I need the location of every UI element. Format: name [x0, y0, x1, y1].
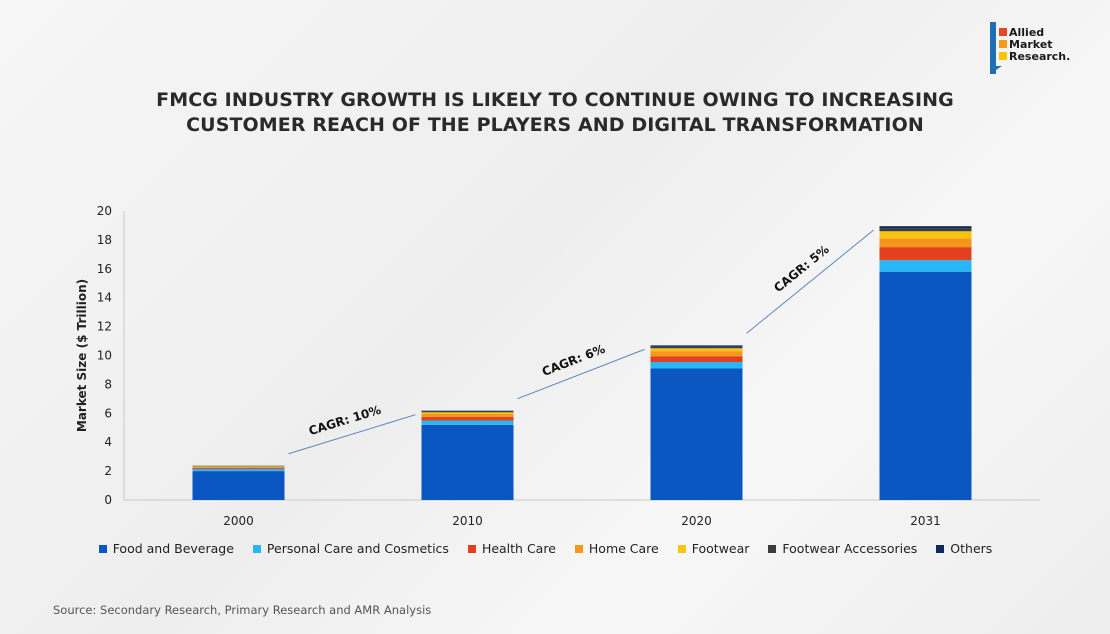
bar-segment-2020-others [650, 345, 743, 347]
bar-segment-2010-home-care [421, 414, 514, 417]
legend-swatch [252, 544, 261, 553]
logo-text-allied: Allied [1009, 26, 1045, 39]
cagr-line-1 [288, 414, 416, 455]
y-tick-label: 16 [97, 262, 112, 276]
legend-item-footwear: Footwear [677, 541, 750, 556]
bar-segment-2020-footwear-accessories [650, 346, 743, 349]
legend-item-footwear-accessories: Footwear Accessories [768, 541, 917, 556]
bar-segment-2031-footwear-accessories [879, 228, 972, 232]
bar-segment-2010-others [421, 410, 514, 412]
x-tick-label-2000: 2000 [223, 514, 254, 528]
legend-item-personal-care-and-cosmetics: Personal Care and Cosmetics [252, 541, 449, 556]
legend-swatch [467, 544, 476, 553]
cagr-label-1: CAGR: 10% [307, 403, 383, 438]
legend-swatch [936, 544, 945, 553]
legend-item-food-and-beverage: Food and Beverage [98, 541, 234, 556]
legend-label: Footwear Accessories [782, 541, 918, 556]
bar-segment-2010-footwear-accessories [421, 411, 514, 413]
bar-segment-2010-footwear [421, 412, 514, 415]
y-tick-label: 0 [104, 493, 112, 507]
y-tick-label: 10 [97, 349, 112, 363]
bar-segment-2020-health-care [650, 356, 743, 363]
y-tick-label: 2 [104, 464, 112, 478]
bar-segment-2031-food-and-beverage [879, 271, 972, 500]
legend-label: Home Care [588, 541, 659, 556]
logo-text-market: Market [1009, 38, 1053, 51]
bar-segment-2031-footwear [879, 231, 972, 239]
x-tick-label-2031: 2031 [910, 514, 941, 528]
bar-segment-2031-personal-care-and-cosmetics [879, 260, 972, 272]
bar-segment-2000-personal-care-and-cosmetics [192, 468, 285, 472]
bar-segment-2000-health-care [192, 467, 285, 469]
logo-text-research: Research. [1009, 50, 1071, 63]
legend-swatch [768, 544, 777, 553]
allied-market-research-logo: Allied Market Research. [990, 22, 1085, 74]
bar-segment-2031-others [879, 226, 972, 229]
legend-item-others: Others [936, 541, 992, 556]
bar-segment-2020-home-care [650, 351, 743, 357]
y-tick-label: 8 [104, 377, 112, 391]
y-tick-label: 14 [97, 291, 112, 305]
source-note: Source: Secondary Research, Primary Rese… [53, 603, 432, 617]
bar-segment-2010-food-and-beverage [421, 424, 514, 500]
logo-square-red [999, 28, 1007, 36]
legend-swatch [574, 544, 583, 553]
chart-title: FMCG INDUSTRY GROWTH IS LIKELY TO CONTIN… [0, 88, 1110, 138]
cagr-label-2: CAGR: 6% [540, 342, 607, 379]
bar-segment-2000-food-and-beverage [192, 471, 285, 500]
cagr-line-3 [746, 229, 874, 334]
x-tick-label-2020: 2020 [681, 514, 712, 528]
x-tick-label-2010: 2010 [452, 514, 483, 528]
bar-segment-2010-health-care [421, 416, 514, 421]
bar-segment-2020-footwear [650, 348, 743, 352]
legend-label: Others [950, 541, 993, 556]
y-tick-label: 6 [104, 406, 112, 420]
chart-title-line-1: FMCG INDUSTRY GROWTH IS LIKELY TO CONTIN… [156, 89, 954, 111]
cagr-label-3: CAGR: 5% [771, 242, 831, 295]
legend-label: Footwear [691, 541, 750, 556]
bar-segment-2020-food-and-beverage [650, 368, 743, 500]
legend-swatch [98, 544, 107, 553]
y-axis-label: Market Size ($ Trillion) [75, 279, 89, 432]
y-tick-label: 20 [97, 204, 112, 218]
legend-label: Food and Beverage [112, 541, 234, 556]
y-tick-label: 4 [104, 435, 112, 449]
legend-swatch [677, 544, 686, 553]
bar-segment-2031-health-care [879, 247, 972, 261]
legend-label: Health Care [481, 541, 556, 556]
chart-legend: Food and Beverage Personal Care and Cosme… [0, 541, 1110, 556]
y-tick-label: 12 [97, 320, 112, 334]
logo-square-yellow [999, 52, 1007, 60]
logo-square-orange [999, 40, 1007, 48]
logo-bar [990, 22, 996, 74]
bar-segment-2020-personal-care-and-cosmetics [650, 362, 743, 369]
cagr-line-2 [517, 348, 645, 400]
legend-item-health-care: Health Care [467, 541, 556, 556]
legend-label: Personal Care and Cosmetics [266, 541, 449, 556]
logo-tail [990, 66, 1002, 74]
bar-segment-2010-personal-care-and-cosmetics [421, 420, 514, 425]
chart-title-line-2: CUSTOMER REACH OF THE PLAYERS AND DIGITA… [186, 114, 924, 136]
bar-segment-2000-home-care [192, 466, 285, 468]
legend-item-home-care: Home Care [574, 541, 659, 556]
bar-segment-2000-footwear [192, 466, 285, 467]
bar-segment-2031-home-care [879, 238, 972, 248]
y-tick-label: 18 [97, 233, 112, 247]
